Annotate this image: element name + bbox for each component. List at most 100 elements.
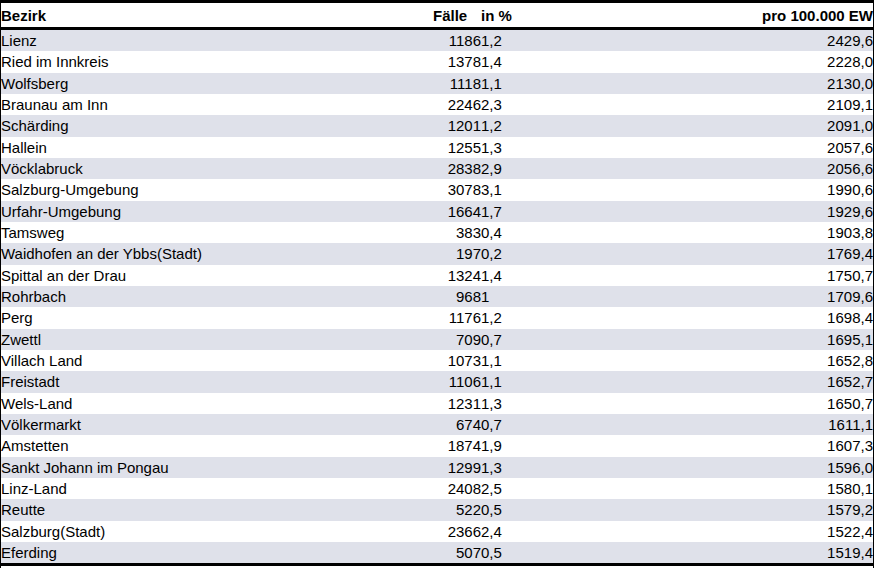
- cell-in-percent: 1,2: [481, 115, 681, 136]
- cell-in-percent: 1,1: [481, 350, 681, 371]
- cell-bezirk: Waidhofen an der Ybbs(Stadt): [1, 243, 433, 264]
- table-row: Braunau am Inn22462,32109,1: [1, 94, 873, 115]
- cell-faelle: 674: [433, 414, 481, 435]
- cell-bezirk: Tamsweg: [1, 222, 433, 243]
- column-header-per-100000-ew: pro 100.000 EW: [681, 2, 873, 29]
- cell-in-percent: 2,3: [481, 94, 681, 115]
- cell-in-percent: 1,9: [481, 435, 681, 456]
- cell-bezirk: Reutte: [1, 499, 433, 520]
- cell-bezirk: Salzburg(Stadt): [1, 521, 433, 542]
- table-header: Bezirk Fälle in % pro 100.000 EW: [1, 2, 873, 29]
- cell-per-100000-ew: 1579,2: [681, 499, 873, 520]
- cell-faelle: 383: [433, 222, 481, 243]
- table-row: Vöcklabruck28382,92056,6: [1, 158, 873, 179]
- cell-faelle: 507: [433, 542, 481, 565]
- cell-faelle: 1378: [433, 51, 481, 72]
- table-row: Salzburg(Stadt)23662,41522,4: [1, 521, 873, 542]
- cell-bezirk: Wels-Land: [1, 393, 433, 414]
- cell-faelle: 1255: [433, 137, 481, 158]
- cell-bezirk: Sankt Johann im Pongau: [1, 457, 433, 478]
- cell-faelle: 1118: [433, 73, 481, 94]
- cell-faelle: 1299: [433, 457, 481, 478]
- table-row: Tamsweg3830,41903,8: [1, 222, 873, 243]
- cell-per-100000-ew: 1607,3: [681, 435, 873, 456]
- table-row: Perg11761,21698,4: [1, 307, 873, 328]
- cell-faelle: 1231: [433, 393, 481, 414]
- cell-bezirk: Villach Land: [1, 350, 433, 371]
- cell-faelle: 1073: [433, 350, 481, 371]
- cell-in-percent: 1,2: [481, 29, 681, 52]
- table-row: Freistadt11061,11652,7: [1, 371, 873, 392]
- cell-bezirk: Zwettl: [1, 329, 433, 350]
- cell-bezirk: Vöcklabruck: [1, 158, 433, 179]
- cell-in-percent: 1,4: [481, 265, 681, 286]
- cell-in-percent: 1: [481, 286, 681, 307]
- cell-bezirk: Rohrbach: [1, 286, 433, 307]
- cell-bezirk: Hallein: [1, 137, 433, 158]
- cell-per-100000-ew: 1769,4: [681, 243, 873, 264]
- cell-faelle: 2246: [433, 94, 481, 115]
- cell-in-percent: 0,2: [481, 243, 681, 264]
- cell-bezirk: Wolfsberg: [1, 73, 433, 94]
- cell-per-100000-ew: 1695,1: [681, 329, 873, 350]
- column-header-faelle: Fälle: [433, 2, 481, 29]
- cell-per-100000-ew: 2057,6: [681, 137, 873, 158]
- cell-bezirk: Eferding: [1, 542, 433, 565]
- cell-in-percent: 1,3: [481, 137, 681, 158]
- cell-in-percent: 1,3: [481, 393, 681, 414]
- cell-faelle: 1324: [433, 265, 481, 286]
- cell-faelle: 2408: [433, 478, 481, 499]
- table-row: Ried im Innkreis13781,42228,0: [1, 51, 873, 72]
- cell-per-100000-ew: 1650,7: [681, 393, 873, 414]
- cell-per-100000-ew: 1580,1: [681, 478, 873, 499]
- column-header-bezirk: Bezirk: [1, 2, 433, 29]
- cell-per-100000-ew: 2130,0: [681, 73, 873, 94]
- cell-bezirk: Linz-Land: [1, 478, 433, 499]
- cell-in-percent: 2,9: [481, 158, 681, 179]
- table-row: Zwettl7090,71695,1: [1, 329, 873, 350]
- table-row: Spittal an der Drau13241,41750,7: [1, 265, 873, 286]
- table-row: Reutte5220,51579,2: [1, 499, 873, 520]
- table-body: Lienz11861,22429,6Ried im Innkreis13781,…: [1, 29, 873, 565]
- cell-in-percent: 2,4: [481, 521, 681, 542]
- table-row: Salzburg-Umgebung30783,11990,6: [1, 179, 873, 200]
- cell-per-100000-ew: 1709,6: [681, 286, 873, 307]
- cell-per-100000-ew: 1611,1: [681, 414, 873, 435]
- cell-faelle: 1874: [433, 435, 481, 456]
- table-row: Wels-Land12311,31650,7: [1, 393, 873, 414]
- cell-faelle: 709: [433, 329, 481, 350]
- cell-faelle: 522: [433, 499, 481, 520]
- cell-bezirk: Schärding: [1, 115, 433, 136]
- cell-faelle: 1201: [433, 115, 481, 136]
- cell-bezirk: Ried im Innkreis: [1, 51, 433, 72]
- table-row: Amstetten18741,91607,3: [1, 435, 873, 456]
- cell-faelle: 1176: [433, 307, 481, 328]
- cell-faelle: 2838: [433, 158, 481, 179]
- cell-in-percent: 1,1: [481, 73, 681, 94]
- column-header-in-percent: in %: [481, 2, 681, 29]
- cell-faelle: 1106: [433, 371, 481, 392]
- cell-bezirk: Urfahr-Umgebung: [1, 201, 433, 222]
- cell-bezirk: Braunau am Inn: [1, 94, 433, 115]
- cell-in-percent: 1,3: [481, 457, 681, 478]
- table-row: Wolfsberg11181,12130,0: [1, 73, 873, 94]
- table-row: Schärding12011,22091,0: [1, 115, 873, 136]
- cell-faelle: 197: [433, 243, 481, 264]
- bezirk-table: Bezirk Fälle in % pro 100.000 EW Lienz11…: [1, 0, 873, 566]
- table-row: Sankt Johann im Pongau12991,31596,0: [1, 457, 873, 478]
- cell-in-percent: 0,5: [481, 499, 681, 520]
- cell-in-percent: 2,5: [481, 478, 681, 499]
- cell-in-percent: 1,4: [481, 51, 681, 72]
- cell-faelle: 1664: [433, 201, 481, 222]
- cell-per-100000-ew: 1990,6: [681, 179, 873, 200]
- table-row: Rohrbach96811709,6: [1, 286, 873, 307]
- cell-bezirk: Salzburg-Umgebung: [1, 179, 433, 200]
- cell-per-100000-ew: 2056,6: [681, 158, 873, 179]
- header-row: Bezirk Fälle in % pro 100.000 EW: [1, 2, 873, 29]
- table-row: Völkermarkt6740,71611,1: [1, 414, 873, 435]
- cell-faelle: 968: [433, 286, 481, 307]
- table-row: Hallein12551,32057,6: [1, 137, 873, 158]
- cell-bezirk: Perg: [1, 307, 433, 328]
- cell-in-percent: 1,7: [481, 201, 681, 222]
- cell-per-100000-ew: 2429,6: [681, 29, 873, 52]
